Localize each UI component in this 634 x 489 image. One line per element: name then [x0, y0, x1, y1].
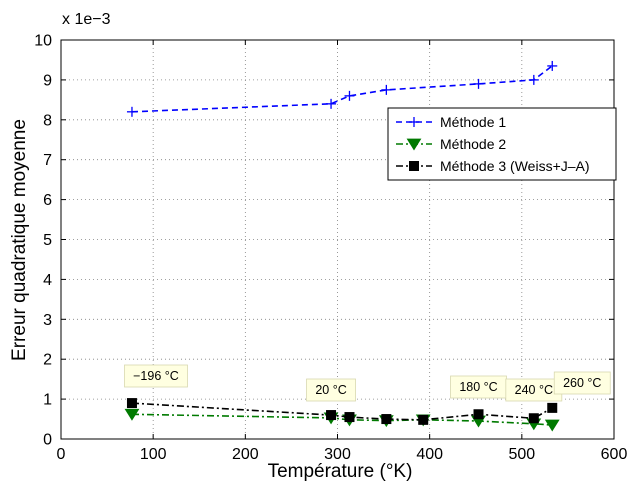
y-tick-label: 7 — [43, 152, 52, 169]
y-tick-label: 0 — [43, 432, 52, 449]
x-tick-label: 200 — [232, 446, 259, 463]
data-point — [381, 414, 392, 425]
x-tick-label: 400 — [416, 446, 443, 463]
legend-label: Méthode 3 (Weiss+J–A) — [440, 158, 590, 174]
x-tick-label: 500 — [508, 446, 535, 463]
series-layer — [124, 60, 560, 432]
data-point — [528, 74, 539, 85]
series-1 — [126, 60, 558, 117]
data-point — [126, 106, 137, 117]
y-tick-label: 2 — [43, 352, 52, 369]
y-tick-label: 8 — [43, 112, 52, 129]
data-point — [344, 412, 355, 423]
axis-ticks: 0 100 200 300 400 500 600 0 1 2 3 4 5 6 7 8 9 10 — [34, 33, 627, 464]
data-point — [126, 398, 137, 409]
annotation-label: 20 °C — [315, 383, 346, 397]
x-tick-label: 100 — [140, 446, 167, 463]
data-point — [544, 419, 560, 432]
y-tick-label: 9 — [43, 72, 52, 89]
legend-entry: Méthode 2 — [396, 136, 506, 152]
series-line-3 — [131, 402, 553, 421]
legend-label: Méthode 1 — [440, 114, 506, 130]
data-point — [418, 414, 429, 425]
series-3 — [126, 398, 558, 425]
y-tick-label: 1 — [43, 392, 52, 409]
data-point — [326, 98, 337, 109]
data-point — [381, 84, 392, 95]
data-point — [344, 90, 355, 101]
x-tick-label: 300 — [324, 446, 351, 463]
legend-marker — [406, 138, 422, 151]
data-point — [547, 402, 558, 413]
legend-entry: Méthode 1 — [396, 114, 506, 130]
legend-entry: Méthode 3 (Weiss+J–A) — [396, 158, 590, 174]
annotation-label: 240 °C — [515, 383, 553, 397]
x-tick-label: 0 — [57, 446, 66, 463]
x-axis-label: Température (°K) — [268, 461, 413, 482]
annotation-label: −196 °C — [133, 369, 179, 383]
legend-label: Méthode 2 — [440, 136, 506, 152]
y-tick-label: 10 — [34, 33, 52, 50]
data-point — [547, 60, 558, 71]
temperature-annotation: 260 °C — [553, 371, 611, 395]
temperature-annotation: −196 °C — [124, 364, 188, 388]
y-tick-label: 6 — [43, 192, 52, 209]
legend-marker — [409, 117, 419, 127]
x-tick-label: 600 — [601, 446, 628, 463]
data-point — [124, 408, 140, 421]
y-tick-label: 5 — [43, 232, 52, 249]
y-tick-label: 3 — [43, 312, 52, 329]
temperature-annotation: 180 °C — [450, 375, 507, 399]
temperature-annotation: 20 °C — [306, 378, 356, 402]
legend: Méthode 1 Méthode 2 Méthode 3 (Weiss+J–A) — [387, 107, 617, 181]
data-point — [473, 78, 484, 89]
data-point — [326, 410, 337, 421]
annotation-layer: −196 °C 20 °C 180 °C 240 °C 260 °C — [124, 364, 611, 402]
y-tick-label: 4 — [43, 272, 52, 289]
temperature-annotation: 240 °C — [505, 378, 563, 402]
legend-marker — [409, 161, 419, 171]
data-point — [528, 413, 539, 424]
data-point — [473, 409, 484, 420]
annotation-label: 260 °C — [563, 376, 601, 390]
y-multiplier-label: x 1e−3 — [62, 11, 111, 28]
annotation-label: 180 °C — [459, 380, 497, 394]
y-axis-label: Erreur quadratique moyenne — [9, 119, 30, 361]
